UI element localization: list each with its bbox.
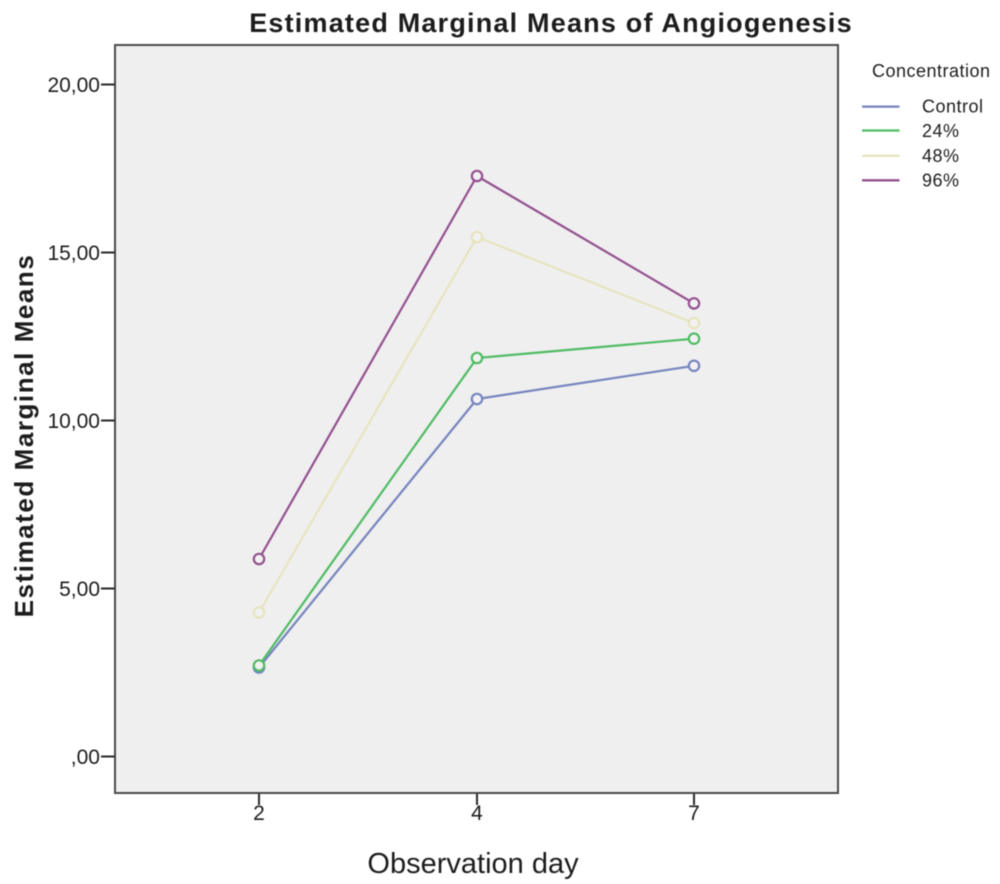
svg-text:24%: 24% — [922, 121, 960, 141]
svg-text:10,00: 10,00 — [47, 410, 100, 433]
svg-text:15,00: 15,00 — [47, 242, 100, 265]
svg-text:2: 2 — [253, 802, 265, 825]
svg-text:Concentration: Concentration — [872, 61, 991, 81]
svg-text:,00: ,00 — [71, 746, 100, 769]
svg-text:Estimated Marginal Means of An: Estimated Marginal Means of Angiogenesis — [249, 8, 853, 38]
svg-text:Control: Control — [922, 97, 984, 117]
svg-text:20,00: 20,00 — [47, 74, 100, 97]
svg-text:Observation day: Observation day — [367, 848, 579, 880]
svg-text:7: 7 — [688, 802, 700, 825]
svg-text:48%: 48% — [922, 146, 960, 166]
svg-text:4: 4 — [471, 802, 483, 825]
svg-text:Estimated Marginal Means: Estimated Marginal Means — [9, 254, 39, 618]
svg-text:5,00: 5,00 — [59, 578, 100, 601]
svg-text:96%: 96% — [922, 171, 960, 191]
